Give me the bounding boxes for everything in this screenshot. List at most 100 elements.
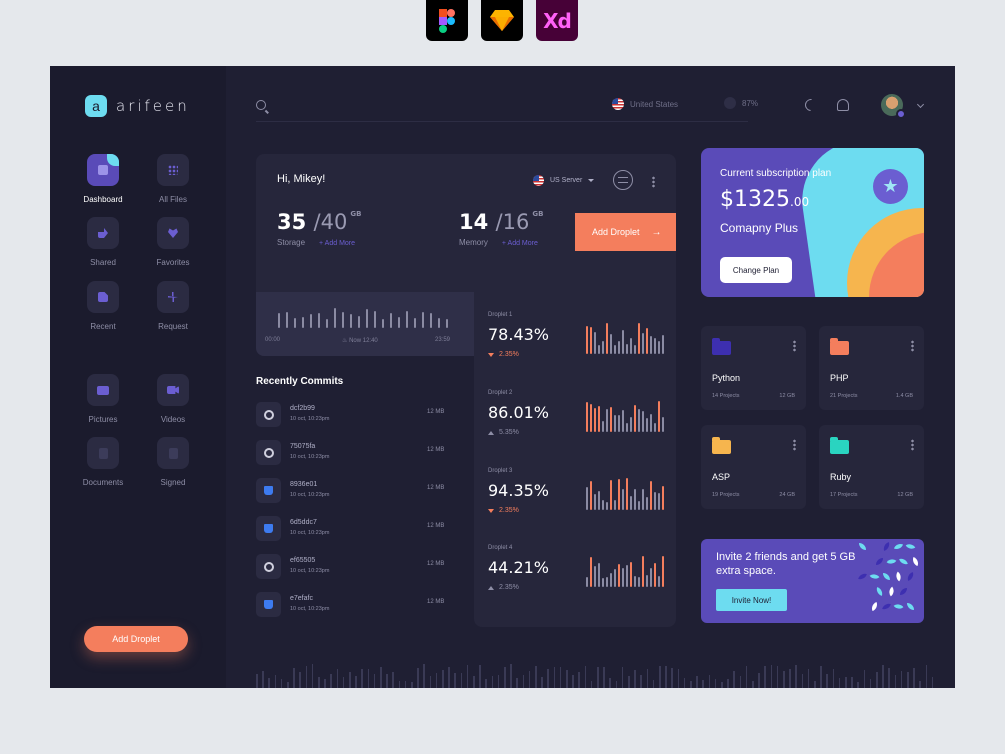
camera-icon (87, 374, 119, 406)
search-icon[interactable] (256, 100, 266, 110)
nav-videos[interactable]: Videos (143, 374, 203, 424)
waveform-bar (603, 667, 605, 688)
droplet-bar (610, 407, 612, 432)
folder-card-php[interactable]: PHP 21 Projects 1.4 GB (819, 326, 924, 410)
more-options-icon[interactable] (911, 439, 914, 451)
droplet-bar (630, 338, 632, 354)
add-droplet-button[interactable]: Add Droplet → (575, 213, 676, 251)
memory-add-more-link[interactable]: + Add More (501, 240, 538, 247)
memory-unit: GB (532, 210, 544, 218)
waveform-bar (460, 673, 463, 688)
droplet-bar (610, 334, 612, 354)
waveform-bar (541, 677, 543, 688)
droplet-value: 44.21% (488, 558, 550, 577)
waveform-bar (559, 667, 562, 688)
greeting: Hi, Mikey! (277, 173, 326, 185)
nav-pictures[interactable]: Pictures (73, 374, 133, 424)
nav-label: Favorites (156, 258, 190, 267)
droplet-bar (622, 568, 624, 587)
more-options-icon[interactable] (911, 340, 914, 352)
nav-favorites[interactable]: Favorites (143, 217, 203, 267)
droplet-bar (642, 411, 644, 432)
more-options-icon[interactable] (793, 439, 796, 451)
droplet-bar (586, 577, 588, 587)
droplet-item[interactable]: Droplet 2 86.01% 5.35% (488, 390, 668, 468)
droplet-item[interactable]: Droplet 1 78.43% 2.35% (488, 312, 668, 390)
commit-size: 12 MB (427, 523, 445, 529)
droplet-bar (662, 417, 664, 432)
droplet-item[interactable]: Droplet 4 44.21% 2.35% (488, 545, 668, 623)
waveform-bar (268, 678, 270, 688)
storage-unit: GB (350, 210, 362, 218)
waveform-bar (485, 679, 487, 688)
server-selector[interactable]: US Server (533, 175, 595, 186)
more-options-icon[interactable] (793, 340, 796, 352)
nav-request[interactable]: Request (143, 281, 203, 331)
commit-size: 12 MB (427, 485, 445, 491)
droplet-change: 2.35% (488, 351, 668, 358)
change-plan-button[interactable]: Change Plan (720, 257, 792, 283)
logo[interactable]: a arifeen (85, 95, 190, 117)
moon-icon[interactable] (802, 96, 820, 114)
commit-row[interactable]: 8936e01 10 oct, 10:23pm 12 MB (256, 478, 448, 506)
more-options-icon[interactable] (652, 176, 655, 188)
folder-card-asp[interactable]: ASP 19 Projects 24 GB (701, 425, 806, 509)
commit-row[interactable]: 6d5ddc7 10 oct, 10:23pm 12 MB (256, 516, 448, 544)
commit-row[interactable]: e7efafc 10 oct, 10:23pm 12 MB (256, 592, 448, 620)
droplet-bars (586, 478, 666, 510)
invite-now-button[interactable]: Invite Now! (716, 589, 787, 611)
commit-row[interactable]: ef65505 10 oct, 10:23pm 12 MB (256, 554, 448, 582)
droplet-bar (646, 328, 648, 354)
storage-add-more-link[interactable]: + Add More (319, 240, 356, 247)
nav-all-files[interactable]: All Files (143, 154, 203, 204)
memory-used: 14 (459, 210, 489, 234)
droplet-value: 78.43% (488, 325, 550, 344)
waveform-bar (634, 670, 636, 688)
waveform-bar (907, 672, 909, 688)
droplet-bar (642, 489, 644, 510)
server-label: US Server (550, 177, 583, 184)
decor-waveform (256, 662, 936, 688)
commit-row[interactable]: dcf2b99 10 oct, 10:23pm 12 MB (256, 402, 448, 430)
memory-total: /16 (495, 210, 530, 234)
waveform-bar (336, 669, 339, 688)
droplet-name: Droplet 3 (488, 468, 513, 474)
sketch-badge (481, 0, 523, 41)
file-text-icon (87, 437, 119, 469)
add-droplet-label: Add Droplet (592, 227, 640, 237)
commit-date: 10 oct, 10:23pm (290, 492, 330, 498)
nav-recent[interactable]: Recent (73, 281, 133, 331)
waveform-bar (299, 672, 301, 688)
waveform-bar (584, 666, 587, 688)
droplet-bar (634, 345, 636, 354)
nav-documents[interactable]: Documents (73, 437, 133, 487)
top-search-bar[interactable]: United States 87% (256, 91, 758, 122)
waveform-bar (597, 667, 599, 688)
commit-hash: dcf2b99 (290, 405, 315, 412)
folder-card-python[interactable]: Python 14 Projects 12 GB (701, 326, 806, 410)
waveform-bar (318, 677, 320, 688)
nav-signed[interactable]: Signed (143, 437, 203, 487)
sidebar-add-droplet-button[interactable]: Add Droplet (84, 626, 188, 652)
folder-card-ruby[interactable]: Ruby 17 Projects 12 GB (819, 425, 924, 509)
waveform-bar (671, 668, 673, 688)
waveform-bar (863, 670, 866, 688)
waveform-bar (696, 676, 698, 688)
nav-shared[interactable]: Shared (73, 217, 133, 267)
droplet-bar (638, 409, 640, 432)
region-selector[interactable]: United States (612, 98, 678, 110)
waveform-bar (857, 682, 859, 688)
droplet-bar (650, 568, 652, 587)
filter-button[interactable] (613, 170, 633, 190)
waveform-bar (342, 677, 345, 688)
bell-icon[interactable] (837, 99, 849, 111)
droplet-item[interactable]: Droplet 3 94.35% 2.35% (488, 468, 668, 546)
decor-petal (858, 572, 867, 581)
waveform-bar (752, 681, 754, 688)
decor-petal (869, 571, 880, 582)
bitbucket-icon (256, 516, 281, 541)
commit-row[interactable]: 75075fa 10 oct, 10:23pm 12 MB (256, 440, 448, 468)
chevron-down-icon[interactable] (916, 100, 925, 109)
waveform-bar (882, 665, 884, 688)
nav-dashboard[interactable]: Dashboard (73, 154, 133, 204)
